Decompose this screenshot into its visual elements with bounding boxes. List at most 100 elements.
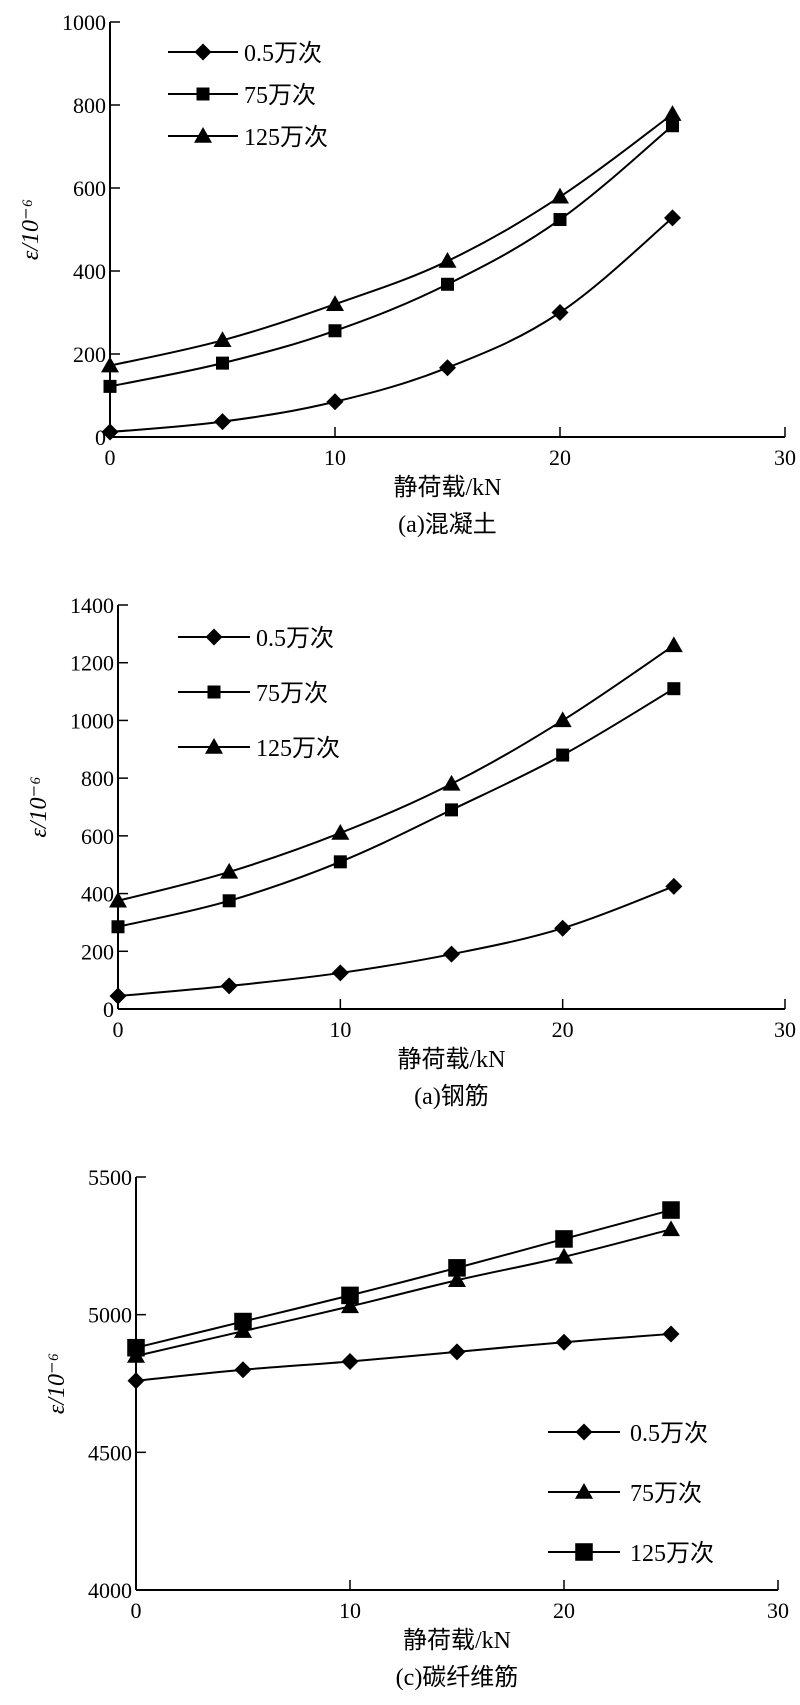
data-point-square xyxy=(448,1259,466,1277)
y-tick-label: 600 xyxy=(81,824,114,849)
data-point-diamond xyxy=(220,977,238,995)
legend-label: 75万次 xyxy=(244,82,316,109)
data-point-triangle xyxy=(220,862,239,879)
chart-caption: (a)钢筋 xyxy=(414,1083,489,1110)
legend-label: 0.5万次 xyxy=(244,40,322,67)
y-tick-label: 5000 xyxy=(88,1303,132,1328)
data-point-diamond xyxy=(439,359,456,377)
data-point-square xyxy=(111,920,125,934)
data-point-diamond xyxy=(664,209,681,227)
data-point-triangle xyxy=(663,105,682,121)
series-line-2 xyxy=(135,1228,672,1357)
legend-label: 125万次 xyxy=(630,1540,714,1567)
data-point-diamond xyxy=(551,304,569,321)
x-tick-label: 20 xyxy=(553,1598,575,1623)
data-point-diamond xyxy=(554,919,572,937)
data-point-square xyxy=(662,1201,680,1219)
x-axis-label: 静荷载/kN xyxy=(398,1046,506,1073)
x-axis-label: 静荷载/kN xyxy=(403,1627,511,1654)
data-point-square xyxy=(328,324,342,338)
data-point-square xyxy=(341,1286,359,1305)
y-tick-label: 1000 xyxy=(62,10,106,35)
legend-label: 75万次 xyxy=(630,1480,702,1507)
data-point-square xyxy=(103,379,117,393)
y-axis-label: ε/10⁻⁶ xyxy=(44,1353,70,1414)
data-point-diamond xyxy=(341,1352,359,1370)
x-tick-label: 30 xyxy=(767,1598,789,1623)
x-tick-label: 20 xyxy=(552,1017,574,1042)
data-point-diamond xyxy=(101,423,119,441)
data-point-triangle xyxy=(341,1297,359,1314)
legend-marker-diamond xyxy=(575,1423,593,1441)
y-tick-label: 0 xyxy=(95,425,106,450)
series-line-1 xyxy=(135,1332,672,1382)
y-tick-label: 200 xyxy=(81,939,114,964)
data-point-triangle xyxy=(551,187,569,204)
series-line-1 xyxy=(109,217,674,434)
legend-label: 125万次 xyxy=(256,735,340,762)
data-point-square xyxy=(333,855,347,869)
series-line-3 xyxy=(117,644,675,902)
data-point-square xyxy=(667,682,681,696)
data-point-diamond xyxy=(555,1333,573,1351)
y-axis-label: ε/10⁻⁶ xyxy=(26,776,52,837)
x-tick-label: 20 xyxy=(549,445,571,470)
chart-panel-3: 4000 4500 5000 5500 0 10 20 30 ε/10⁻⁶ 静荷载/kN (c)碳纤… xyxy=(44,1165,789,1691)
series-line-1 xyxy=(117,885,675,998)
legend-marker-triangle xyxy=(205,738,223,754)
y-tick-label: 0 xyxy=(103,997,114,1022)
series-line-3 xyxy=(109,113,674,367)
y-tick-label: 1200 xyxy=(70,651,114,676)
chart-panel-2: 0 200 400 600 800 1000 1200 1400 0 10 20 30 ε/10⁻⁶ 静荷… xyxy=(26,593,796,1110)
x-tick-label: 30 xyxy=(774,445,796,470)
data-point-triangle xyxy=(664,636,683,653)
data-point-square xyxy=(222,894,236,908)
legend-label: 0.5万次 xyxy=(630,1420,708,1447)
data-point-square xyxy=(553,213,567,227)
data-point-diamond xyxy=(662,1325,680,1343)
data-point-square xyxy=(556,748,570,762)
legend-marker-diamond xyxy=(194,43,212,61)
data-point-diamond xyxy=(443,945,460,963)
data-point-triangle xyxy=(555,1247,573,1264)
data-point-diamond xyxy=(127,1372,145,1390)
data-point-triangle xyxy=(448,1271,466,1287)
data-point-diamond xyxy=(326,393,344,411)
legend-label: 125万次 xyxy=(244,124,328,151)
series-line-3 xyxy=(135,1209,672,1349)
data-point-triangle xyxy=(662,1220,680,1237)
x-tick-label: 0 xyxy=(113,1017,124,1042)
data-point-square xyxy=(666,119,679,133)
data-point-diamond xyxy=(331,964,349,982)
x-tick-label: 0 xyxy=(131,1598,142,1623)
y-tick-label: 800 xyxy=(73,93,106,118)
chart-panel-1: 0 200 400 600 800 1000 0 10 20 30 ε/10⁻⁶ 静荷载/kN (a)混… xyxy=(18,10,796,538)
data-point-diamond xyxy=(448,1343,466,1361)
data-point-triangle xyxy=(101,356,119,373)
data-point-square xyxy=(234,1312,252,1331)
data-point-square xyxy=(445,803,458,817)
data-point-triangle xyxy=(213,331,232,348)
x-tick-label: 30 xyxy=(774,1017,796,1042)
data-point-diamond xyxy=(665,877,683,895)
y-tick-label: 4000 xyxy=(88,1578,132,1603)
data-point-diamond xyxy=(109,987,127,1005)
x-tick-label: 10 xyxy=(329,1017,351,1042)
y-tick-label: 800 xyxy=(81,766,114,791)
data-point-triangle xyxy=(109,891,127,908)
y-tick-label: 600 xyxy=(73,176,106,201)
legend-marker-diamond xyxy=(205,628,223,646)
legend-marker-square xyxy=(575,1543,593,1561)
data-point-triangle xyxy=(331,823,350,840)
x-tick-label: 10 xyxy=(324,445,346,470)
data-point-square xyxy=(127,1338,145,1357)
legend-marker-square xyxy=(196,87,210,101)
data-point-triangle xyxy=(438,252,457,268)
legend-label: 0.5万次 xyxy=(256,625,334,652)
data-point-diamond xyxy=(214,413,231,431)
legend-marker-triangle xyxy=(575,1483,593,1499)
x-tick-label: 10 xyxy=(339,1598,361,1623)
data-point-diamond xyxy=(234,1361,252,1379)
y-tick-label: 5500 xyxy=(88,1165,132,1190)
